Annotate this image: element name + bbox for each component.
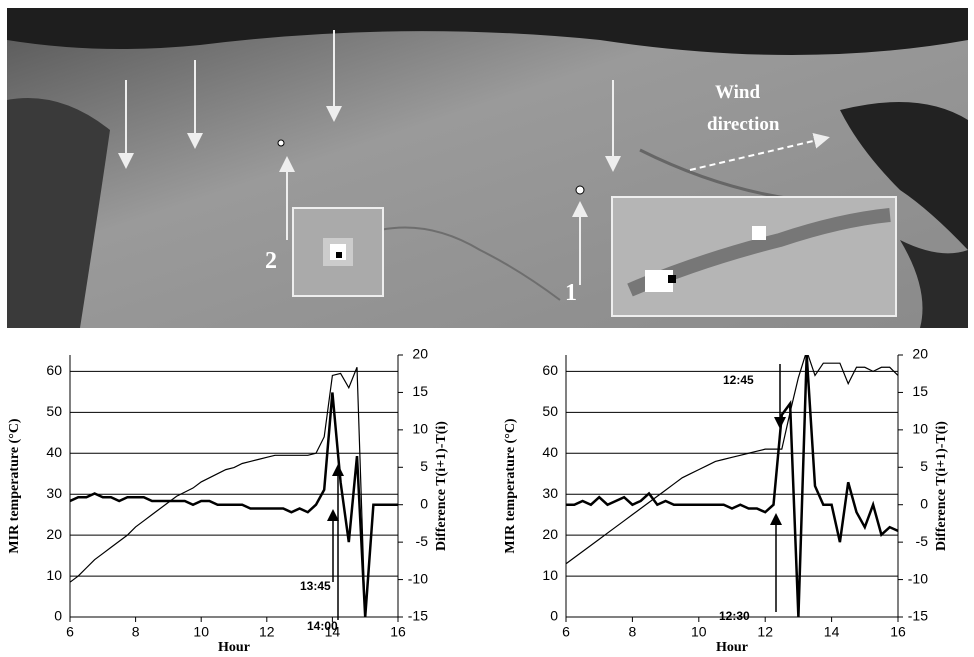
y-tick-label: 40 <box>46 444 62 460</box>
x-tick-label: 16 <box>390 624 406 640</box>
satellite-image: Wind direction 1 2 <box>7 8 968 328</box>
x-tick-label: 10 <box>193 624 209 640</box>
y2-tick-label: -15 <box>908 608 928 624</box>
y2-tick-label: 20 <box>912 346 928 362</box>
x-tick-label: 6 <box>66 624 74 640</box>
y2-tick-label: -10 <box>408 570 428 586</box>
y2-tick-label: 5 <box>920 458 928 474</box>
y2-axis-title: Difference T(i+1)-T(i) <box>934 421 949 551</box>
x-tick-label: 12 <box>757 624 773 640</box>
y-tick-label: 20 <box>542 526 558 542</box>
x-axis-title: Hour <box>218 640 250 655</box>
data-line <box>70 367 366 617</box>
y-tick-label: 0 <box>550 608 558 624</box>
y-tick-label: 40 <box>542 444 558 460</box>
data-line <box>566 355 898 565</box>
y2-tick-label: 15 <box>412 383 428 399</box>
data-line <box>566 355 898 617</box>
x-tick-label: 14 <box>325 624 341 640</box>
y2-tick-label: -5 <box>916 533 929 549</box>
y-axis-title: MIR temperature (°C) <box>7 418 22 554</box>
y-tick-label: 10 <box>542 567 558 583</box>
annotation: 14:00 <box>307 619 338 633</box>
y2-tick-label: 10 <box>412 421 428 437</box>
y2-tick-label: -5 <box>416 533 429 549</box>
data-line <box>70 392 398 617</box>
y2-tick-label: 15 <box>912 383 928 399</box>
y-tick-label: 50 <box>46 403 62 419</box>
y2-tick-label: -15 <box>408 608 428 624</box>
x-tick-label: 6 <box>562 624 570 640</box>
wind-label: Wind <box>715 82 761 103</box>
y2-tick-label: -10 <box>908 570 928 586</box>
wind-label: direction <box>707 114 780 135</box>
x-tick-label: 8 <box>132 624 140 640</box>
y-tick-label: 30 <box>542 485 558 501</box>
y2-tick-label: 0 <box>920 495 928 511</box>
x-tick-label: 8 <box>629 624 637 640</box>
site-label: 1 <box>565 280 577 306</box>
x-tick-label: 14 <box>824 624 840 640</box>
y-tick-label: 20 <box>46 526 62 542</box>
y2-tick-label: 0 <box>420 495 428 511</box>
annotation: 12:30 <box>719 609 750 623</box>
y-axis-title: MIR temperature (°C) <box>503 418 518 554</box>
x-axis-title: Hour <box>716 640 748 655</box>
y-tick-label: 0 <box>54 608 62 624</box>
x-tick-label: 16 <box>890 624 906 640</box>
y-tick-label: 60 <box>542 362 558 378</box>
annotation: 12:45 <box>723 373 754 387</box>
y-tick-label: 10 <box>46 567 62 583</box>
y-tick-label: 30 <box>46 485 62 501</box>
annotation: 13:45 <box>300 579 331 593</box>
y2-axis-title: Difference T(i+1)-T(i) <box>434 421 449 551</box>
y-tick-label: 50 <box>542 403 558 419</box>
y2-tick-label: 10 <box>912 421 928 437</box>
x-tick-label: 10 <box>691 624 707 640</box>
y2-tick-label: 5 <box>420 458 428 474</box>
site-label: 2 <box>265 248 277 274</box>
y2-tick-label: 20 <box>412 346 428 362</box>
y-tick-label: 60 <box>46 362 62 378</box>
x-tick-label: 12 <box>259 624 275 640</box>
